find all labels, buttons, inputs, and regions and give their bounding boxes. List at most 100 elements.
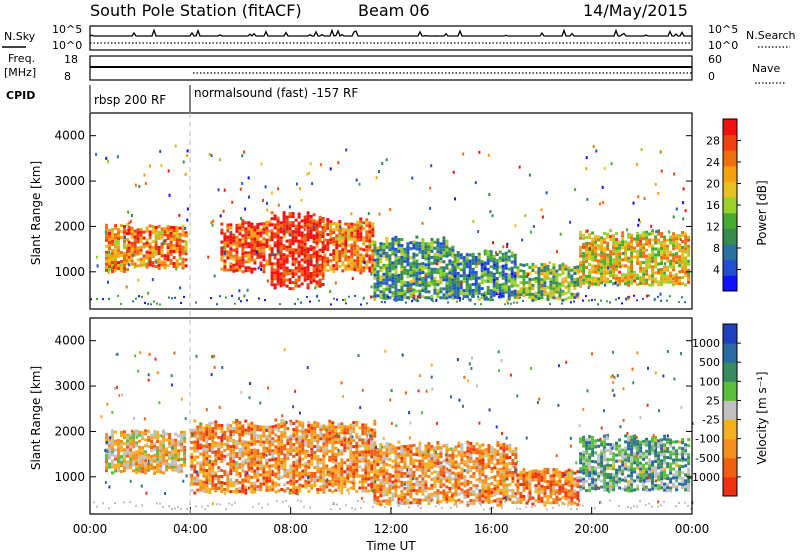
echo-cell (335, 255, 339, 259)
echo-cell (621, 258, 625, 262)
echo-cell (537, 294, 541, 297)
echo-cell (108, 256, 111, 259)
echo-cell (600, 251, 604, 255)
echo-cell (347, 222, 351, 226)
echo-cell (409, 271, 413, 275)
echo-cell (321, 274, 325, 277)
echo-cell (214, 477, 218, 481)
echo-cell (235, 226, 239, 230)
echo-cell (298, 483, 302, 487)
echo-cell (582, 242, 586, 246)
echo-cell (154, 229, 158, 232)
echo-cell (214, 432, 218, 436)
echo-cell (415, 468, 419, 472)
echo-cell (594, 243, 598, 247)
echo-cell (332, 243, 336, 247)
echo-cell (214, 456, 218, 460)
echo-cell (297, 278, 301, 282)
echo-cell (487, 450, 491, 453)
echo-cell (114, 248, 117, 252)
echo-cell (468, 268, 472, 272)
echo-cell (294, 227, 298, 231)
echo-cell (114, 257, 117, 261)
echo-cell (301, 484, 305, 488)
echo-cell (238, 439, 242, 442)
echo-cell (618, 249, 622, 253)
echo-cell (433, 461, 437, 465)
echo-cell (106, 160, 109, 163)
echo-cell (208, 431, 212, 434)
echo-cell (335, 246, 339, 250)
echo-cell (406, 444, 410, 448)
echo-cell (288, 287, 292, 291)
echo-cell (484, 475, 488, 479)
echo-cell (582, 245, 586, 249)
echo-cell (244, 491, 248, 495)
echo-cell (462, 280, 466, 284)
echo-cell (353, 250, 357, 254)
echo-cell (364, 438, 368, 442)
echo-cell (144, 182, 147, 185)
echo-cell (232, 254, 236, 258)
echo-cell (681, 231, 685, 234)
echo-cell (325, 434, 329, 438)
echo-cell (654, 247, 658, 251)
echo-cell (289, 434, 293, 438)
echo-cell (114, 463, 117, 467)
echo-cell (403, 472, 407, 475)
echo-cell (162, 241, 165, 245)
echo-cell (534, 276, 538, 280)
echo-cell (403, 253, 407, 257)
echo-cell (537, 273, 541, 276)
echo-cell (453, 253, 457, 257)
echo-cell (463, 496, 467, 500)
echo-cell (376, 264, 380, 268)
echo-cell (358, 444, 362, 448)
echo-cell (223, 188, 226, 192)
echo-cell (666, 268, 670, 272)
echo-cell (303, 245, 307, 249)
echo-cell (156, 434, 160, 437)
echo-cell (238, 472, 242, 475)
echo-cell (288, 272, 292, 276)
echo-cell (160, 236, 164, 240)
echo-cell (376, 279, 380, 283)
echo-cell (199, 482, 203, 486)
echo-cell (309, 221, 313, 224)
echo-cell (259, 264, 263, 268)
echo-cell (211, 487, 215, 490)
echo-cell (477, 255, 481, 259)
echo-cell (636, 299, 638, 302)
echo-cell (415, 453, 419, 457)
echo-cell (430, 462, 434, 466)
echo-cell (418, 292, 422, 296)
echo-cell (120, 254, 123, 258)
echo-cell (280, 422, 284, 425)
echo-cell (229, 223, 233, 227)
echo-cell (355, 453, 359, 457)
echo-cell (250, 424, 254, 428)
echo-cell (282, 271, 286, 275)
echo-cell (510, 302, 512, 305)
echo-cell (657, 280, 661, 284)
echo-cell (459, 289, 463, 293)
echo-cell (163, 227, 167, 231)
echo-cell (454, 448, 458, 452)
echo-cell (319, 449, 323, 453)
echo-cell (244, 251, 248, 255)
echo-cell (271, 437, 275, 441)
echo-cell (531, 262, 535, 266)
echo-cell (376, 270, 380, 274)
echo-cell (292, 467, 296, 470)
echo-cell (394, 289, 398, 293)
echo-cell (457, 480, 461, 484)
echo-cell (582, 275, 586, 279)
echo-cell (334, 482, 338, 486)
echo-cell (310, 432, 314, 436)
echo-cell (297, 233, 301, 237)
echo-cell (371, 222, 375, 226)
echo-cell (262, 455, 266, 459)
echo-cell (350, 264, 354, 268)
echo-cell (448, 448, 452, 451)
echo-cell (144, 444, 148, 448)
